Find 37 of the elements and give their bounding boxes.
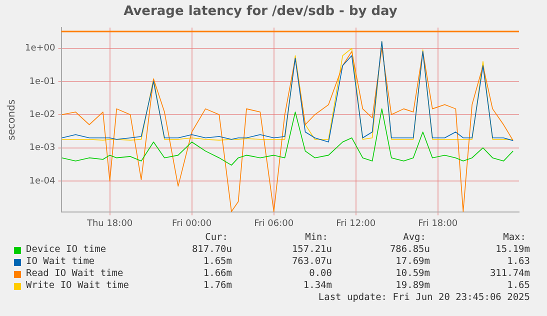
chart-title: Average latency for /dev/sdb - by day (124, 4, 398, 20)
text: 1.65m (203, 256, 232, 267)
y-axis-title: seconds (6, 99, 18, 140)
legend-label: Device IO time (26, 244, 106, 255)
text: 1.76m (203, 280, 232, 291)
y-tick-label: 1e-04 (29, 176, 56, 186)
text: 15.19m (496, 244, 530, 255)
text: 817.70u (192, 244, 232, 255)
text: 786.85u (390, 244, 430, 255)
text: 1.65 (507, 280, 530, 291)
text: 17.69m (396, 256, 430, 267)
x-tick-label: Fri 00:00 (172, 218, 212, 229)
text: 311.74m (490, 268, 530, 279)
text: 1.34m (303, 280, 332, 291)
text: 1.63 (507, 256, 530, 267)
legend-label: Write IO Wait time (26, 280, 129, 291)
text: Min: (305, 232, 328, 243)
legend-label: IO Wait time (26, 256, 95, 267)
y-tick-label: 1e-03 (29, 143, 56, 154)
text: Avg: (403, 232, 426, 243)
x-tick-label: Fri 06:00 (254, 218, 294, 229)
x-tick-label: Thu 18:00 (86, 218, 133, 229)
legend-label: Read IO Wait time (26, 268, 124, 279)
y-tick-label: 1e-02 (29, 110, 56, 120)
text: 10.59m (396, 268, 430, 279)
y-tick-label: 1e+00 (24, 44, 56, 54)
text: 0.00 (309, 268, 332, 279)
text: Max: (503, 232, 526, 243)
text: 157.21u (292, 244, 332, 255)
y-tick-label: 1e-01 (29, 76, 56, 87)
text: 763.07u (292, 256, 332, 267)
text: Cur: (205, 232, 228, 243)
text: Last update: Fri Jun 20 23:45:06 2025 (318, 292, 530, 303)
text: 1.66m (203, 268, 232, 279)
text: 19.89m (396, 280, 430, 291)
x-tick-label: Fri 12:00 (336, 218, 376, 229)
x-tick-label: Fri 18:00 (418, 218, 458, 229)
